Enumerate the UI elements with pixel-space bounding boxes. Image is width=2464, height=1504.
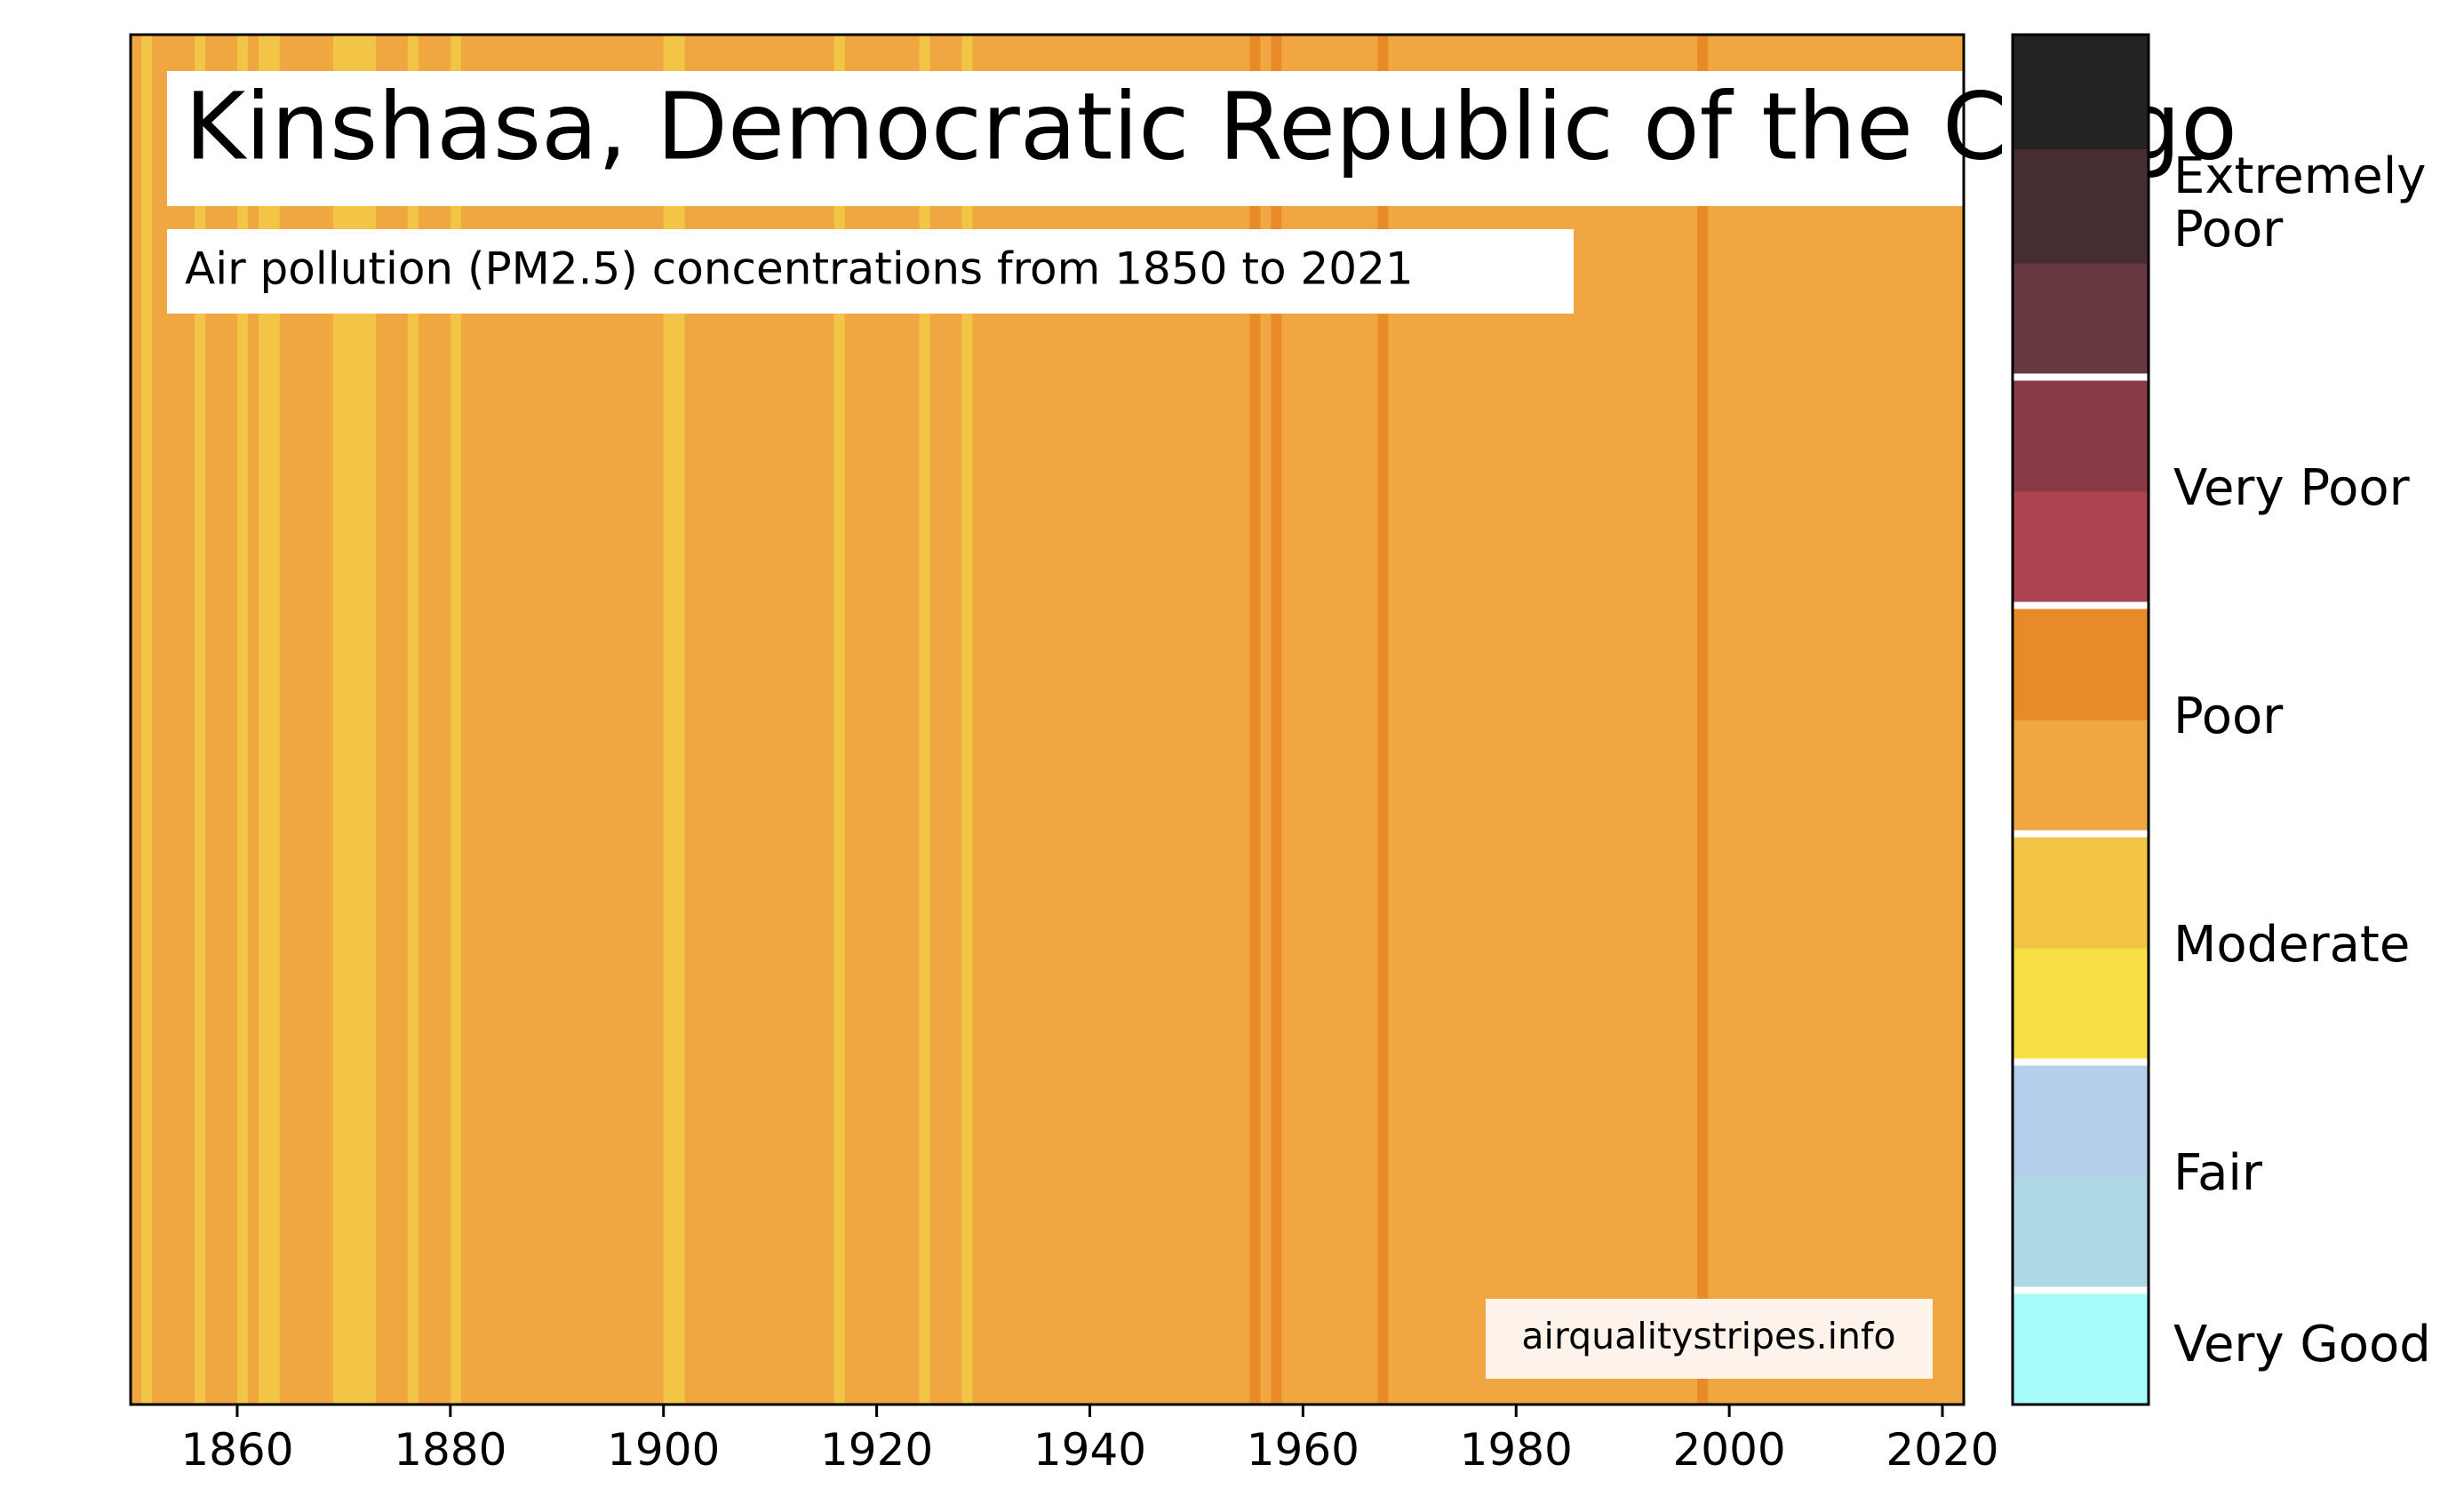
legend-swatch xyxy=(2013,948,2149,1063)
chart-title: Kinshasa, Democratic Republic of the Con… xyxy=(185,72,2237,180)
stripe-1956 xyxy=(1260,35,1272,1405)
legend-swatch xyxy=(2013,1290,2149,1405)
stripe-1957 xyxy=(1271,35,1282,1405)
chart-subtitle: Air pollution (PM2.5) concentrations fro… xyxy=(185,243,1414,295)
legend-label: Extremely Poor xyxy=(2173,147,2426,259)
stripe-1924 xyxy=(919,35,931,1405)
x-tick-label-2020: 2020 xyxy=(1886,1424,1998,1476)
stripe-1860 xyxy=(236,35,249,1405)
x-tick-label-1920: 1920 xyxy=(820,1424,933,1476)
legend-colorbar: Very Good Fair Moderate Poor Very Poor Extrem… xyxy=(2011,33,2431,1406)
watermark-text: airqualitystripes.info xyxy=(1521,1315,1895,1357)
stripe-1967 xyxy=(1377,35,1389,1405)
stripe-1916 xyxy=(833,35,846,1405)
legend-label: Poor xyxy=(2173,688,2284,745)
stripe-1850 xyxy=(131,35,142,1405)
legend-swatch xyxy=(2013,263,2149,378)
x-tick-label-1940: 1940 xyxy=(1033,1424,1146,1476)
title-box xyxy=(167,71,1998,206)
stripe-1876 xyxy=(407,35,419,1405)
legend-swatch xyxy=(2013,605,2149,720)
watermark-box xyxy=(1486,1299,1933,1379)
stripe-1861 xyxy=(247,35,259,1405)
x-tick-label-1960: 1960 xyxy=(1247,1424,1360,1476)
x-tick-label-1880: 1880 xyxy=(394,1424,506,1476)
stripe-1997 xyxy=(1697,35,1709,1405)
legend-swatch xyxy=(2013,35,2149,150)
x-tick-label-1980: 1980 xyxy=(1460,1424,1573,1476)
x-tick-label-1860: 1860 xyxy=(180,1424,293,1476)
legend-swatch xyxy=(2013,1062,2149,1177)
legend-swatch xyxy=(2013,377,2149,492)
legend-label: Fair xyxy=(2173,1144,2263,1202)
legend-label: Very Poor xyxy=(2173,459,2411,517)
stripe-1856 xyxy=(194,35,206,1405)
stripe-1998 xyxy=(1708,35,1965,1405)
legend-frame xyxy=(2011,33,2150,1406)
plot-frame xyxy=(129,33,1966,1406)
legend-swatch xyxy=(2013,491,2149,607)
stripe-1928 xyxy=(961,35,974,1405)
x-tick-label-1900: 1900 xyxy=(607,1424,720,1476)
legend-label: Moderate xyxy=(2173,916,2410,974)
stripe-1880 xyxy=(450,35,462,1405)
legend-label: Very Good xyxy=(2173,1316,2431,1373)
legend-swatch xyxy=(2013,148,2149,264)
stripe-1851 xyxy=(140,35,153,1405)
subtitle-box xyxy=(167,229,1574,314)
x-axis: 1860 1880 1900 1920 1940 1960 1980 2000 2020 xyxy=(180,1405,1999,1476)
stripe-1955 xyxy=(1249,35,1261,1405)
legend-swatch xyxy=(2013,833,2149,949)
legend-swatch xyxy=(2013,1176,2149,1292)
x-tick-label-2000: 2000 xyxy=(1673,1424,1786,1476)
legend-swatch xyxy=(2013,720,2149,835)
